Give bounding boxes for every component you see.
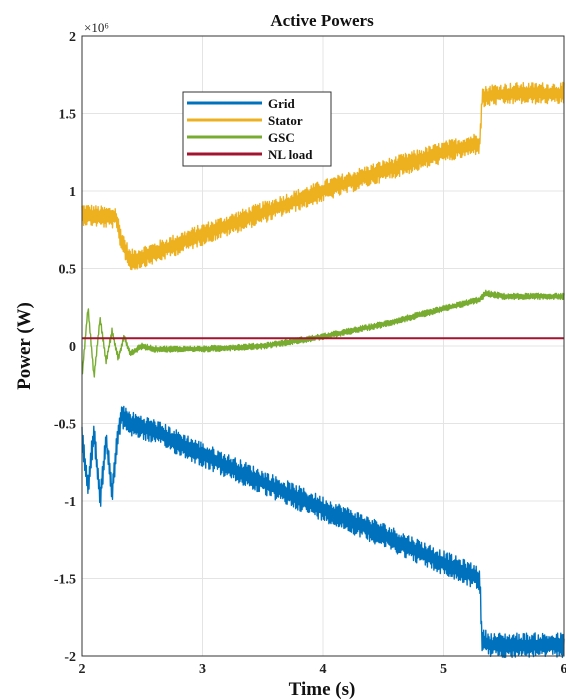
y-tick-label: -0.5 bbox=[54, 418, 76, 433]
y-tick-label: -2 bbox=[64, 650, 76, 665]
series-line-stator bbox=[81, 81, 565, 271]
x-tick-labels: 2 3 4 5 6 bbox=[79, 662, 566, 677]
y-tick-label: 1.5 bbox=[59, 108, 77, 123]
legend-label-stator: Stator bbox=[268, 113, 303, 128]
y-tick-labels: -2 -1.5 -1 -0.5 0 0.5 1 1.5 2 bbox=[54, 30, 76, 665]
series-line-grid bbox=[81, 405, 565, 659]
y-axis-exponent: ×10⁶ bbox=[84, 20, 109, 35]
x-tick-label: 3 bbox=[199, 662, 206, 677]
legend: Grid Stator GSC NL load bbox=[182, 91, 332, 167]
legend-label-gsc: GSC bbox=[268, 130, 295, 145]
plot-frame bbox=[81, 35, 565, 657]
x-tick-label: 6 bbox=[561, 662, 566, 677]
legend-label-nl-load: NL load bbox=[268, 147, 313, 162]
series-line-gsc bbox=[81, 289, 565, 378]
legend-label-grid: Grid bbox=[268, 96, 295, 111]
y-tick-label: -1 bbox=[64, 495, 76, 510]
x-axis-title: Time (s) bbox=[289, 679, 356, 699]
x-tick-label: 2 bbox=[79, 662, 86, 677]
y-tick-label: 1 bbox=[69, 185, 76, 200]
series-lines bbox=[81, 81, 565, 659]
chart-title: Active Powers bbox=[270, 11, 374, 30]
x-tick-label: 5 bbox=[440, 662, 447, 677]
y-tick-label: -1.5 bbox=[54, 573, 76, 588]
y-tick-label: 0.5 bbox=[59, 263, 77, 278]
y-axis-title: Power (W) bbox=[14, 302, 35, 390]
y-tick-label: 2 bbox=[69, 30, 76, 45]
x-tick-label: 4 bbox=[320, 662, 327, 677]
y-tick-label: 0 bbox=[69, 340, 76, 355]
